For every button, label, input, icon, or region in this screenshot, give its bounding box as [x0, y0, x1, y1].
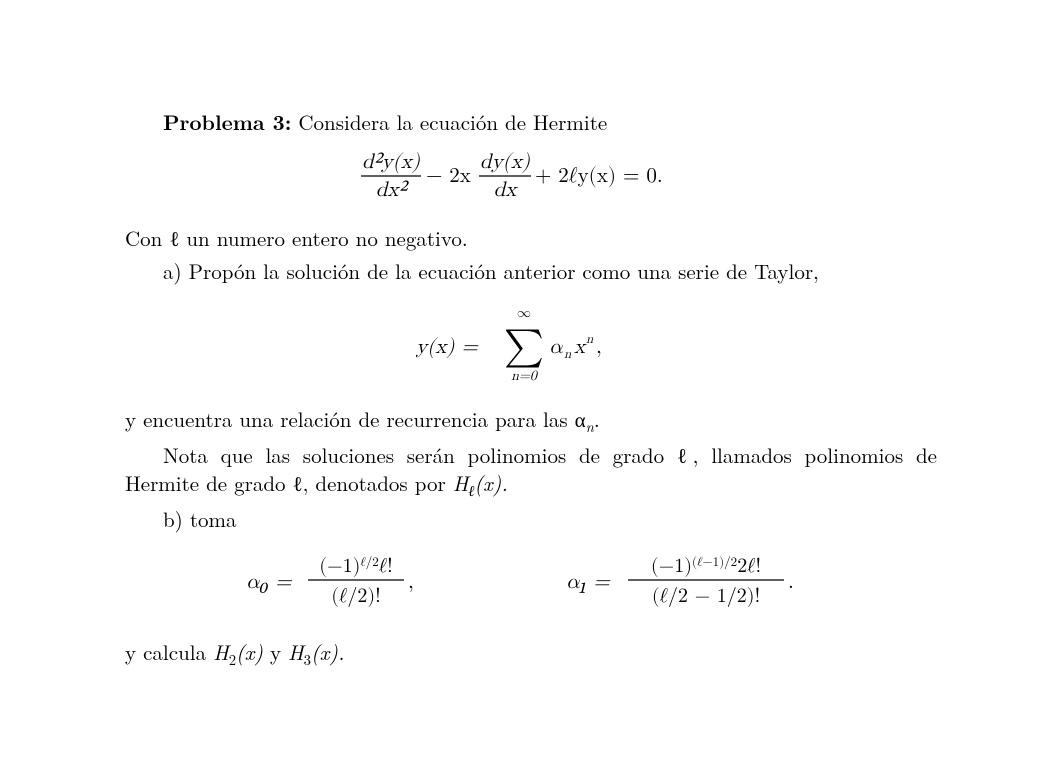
hermite-ode: d²y(x) dx² − 2x dy(x) dx + 2ℓy(x) = 0. [125, 142, 937, 212]
alpha0-def: α₀ = (−1)ℓ/2ℓ! (ℓ/2)! , [246, 548, 426, 620]
alpha1-den: (ℓ/2 − 1/2)! [652, 586, 760, 608]
part-a: a) Propón la solución de la ecuación ant… [125, 257, 937, 285]
problem-label: Problema 3: [163, 107, 291, 137]
recurrence-line: y encuentra una relación de recurrencia … [125, 405, 937, 437]
recurrence-text: y encuentra una relación de recurrencia … [125, 404, 586, 434]
series-sum-lower: n=0 [511, 369, 539, 383]
H2-arg: (x) [236, 637, 263, 667]
ode-minus-2x: − 2x [426, 166, 471, 187]
alpha0-num: (−1)ℓ/2ℓ! [319, 555, 392, 577]
part-b-text: b) toma [163, 504, 237, 534]
ode-frac2-num: dy(x) [480, 152, 531, 174]
alpha0-den: (ℓ/2)! [331, 586, 380, 608]
alpha0-tail: , [408, 572, 414, 593]
problem-intro-rest: Considera la ecuación de Hermite [291, 107, 607, 137]
part-a-text: a) Propón la solución de la ecuación ant… [163, 256, 819, 286]
taylor-series: y(x) = ∞ ∑ n=0 α n x n , [125, 303, 937, 385]
problem-intro: Problema 3: Considera la ecuación de Her… [125, 108, 937, 136]
series-tail: , [596, 337, 602, 358]
alpha0-lhs: α₀ = [246, 572, 293, 593]
recurrence-sub: n [586, 416, 594, 437]
ode-frac1-den: dx² [376, 180, 410, 201]
H2-letter: H [213, 637, 229, 667]
alpha-definitions: α₀ = (−1)ℓ/2ℓ! (ℓ/2)! , α₁ = (−1)(ℓ−1)/2… [125, 548, 937, 620]
hermite-note-text: Nota que las soluciones serán polinomios… [125, 440, 937, 498]
H3-sub: 3 [304, 649, 311, 670]
series-lhs: y(x) = [416, 337, 479, 359]
compute-conj: y [263, 637, 288, 667]
H3-letter: H [288, 637, 304, 667]
recurrence-tail: . [594, 404, 600, 434]
ode-tail: + 2ℓy(x) = 0. [535, 166, 663, 188]
ell-condition: Con ℓ un numero entero no negativo. [125, 224, 937, 252]
alpha1-def: α₁ = (−1)(ℓ−1)/22ℓ! (ℓ/2 − 1/2)! . [566, 548, 816, 620]
series-alpha: α [549, 337, 563, 358]
alpha1-lhs: α₁ = [566, 572, 611, 593]
series-x-sup: n [586, 333, 594, 346]
ode-frac2-den: dx [494, 180, 519, 201]
ode-frac1-num: d²y(x) [362, 152, 421, 174]
alpha1-tail: . [788, 572, 794, 593]
series-sum-upper: ∞ [517, 306, 531, 320]
compute-line: y calcula H2(x) y H3(x). [125, 638, 937, 670]
part-b: b) toma [125, 505, 937, 533]
hermite-note: Nota que las soluciones serán polinomios… [125, 441, 937, 501]
series-sum-symbol: ∑ [504, 328, 544, 368]
hermite-note-H: H [453, 468, 469, 498]
H3-arg: (x). [311, 637, 344, 667]
series-alpha-sub: n [564, 348, 572, 361]
hermite-note-arg: (x). [474, 468, 507, 498]
H2-sub: 2 [229, 649, 236, 670]
alpha1-num: (−1)(ℓ−1)/22ℓ! [651, 555, 761, 577]
compute-pre: y calcula [125, 637, 213, 667]
